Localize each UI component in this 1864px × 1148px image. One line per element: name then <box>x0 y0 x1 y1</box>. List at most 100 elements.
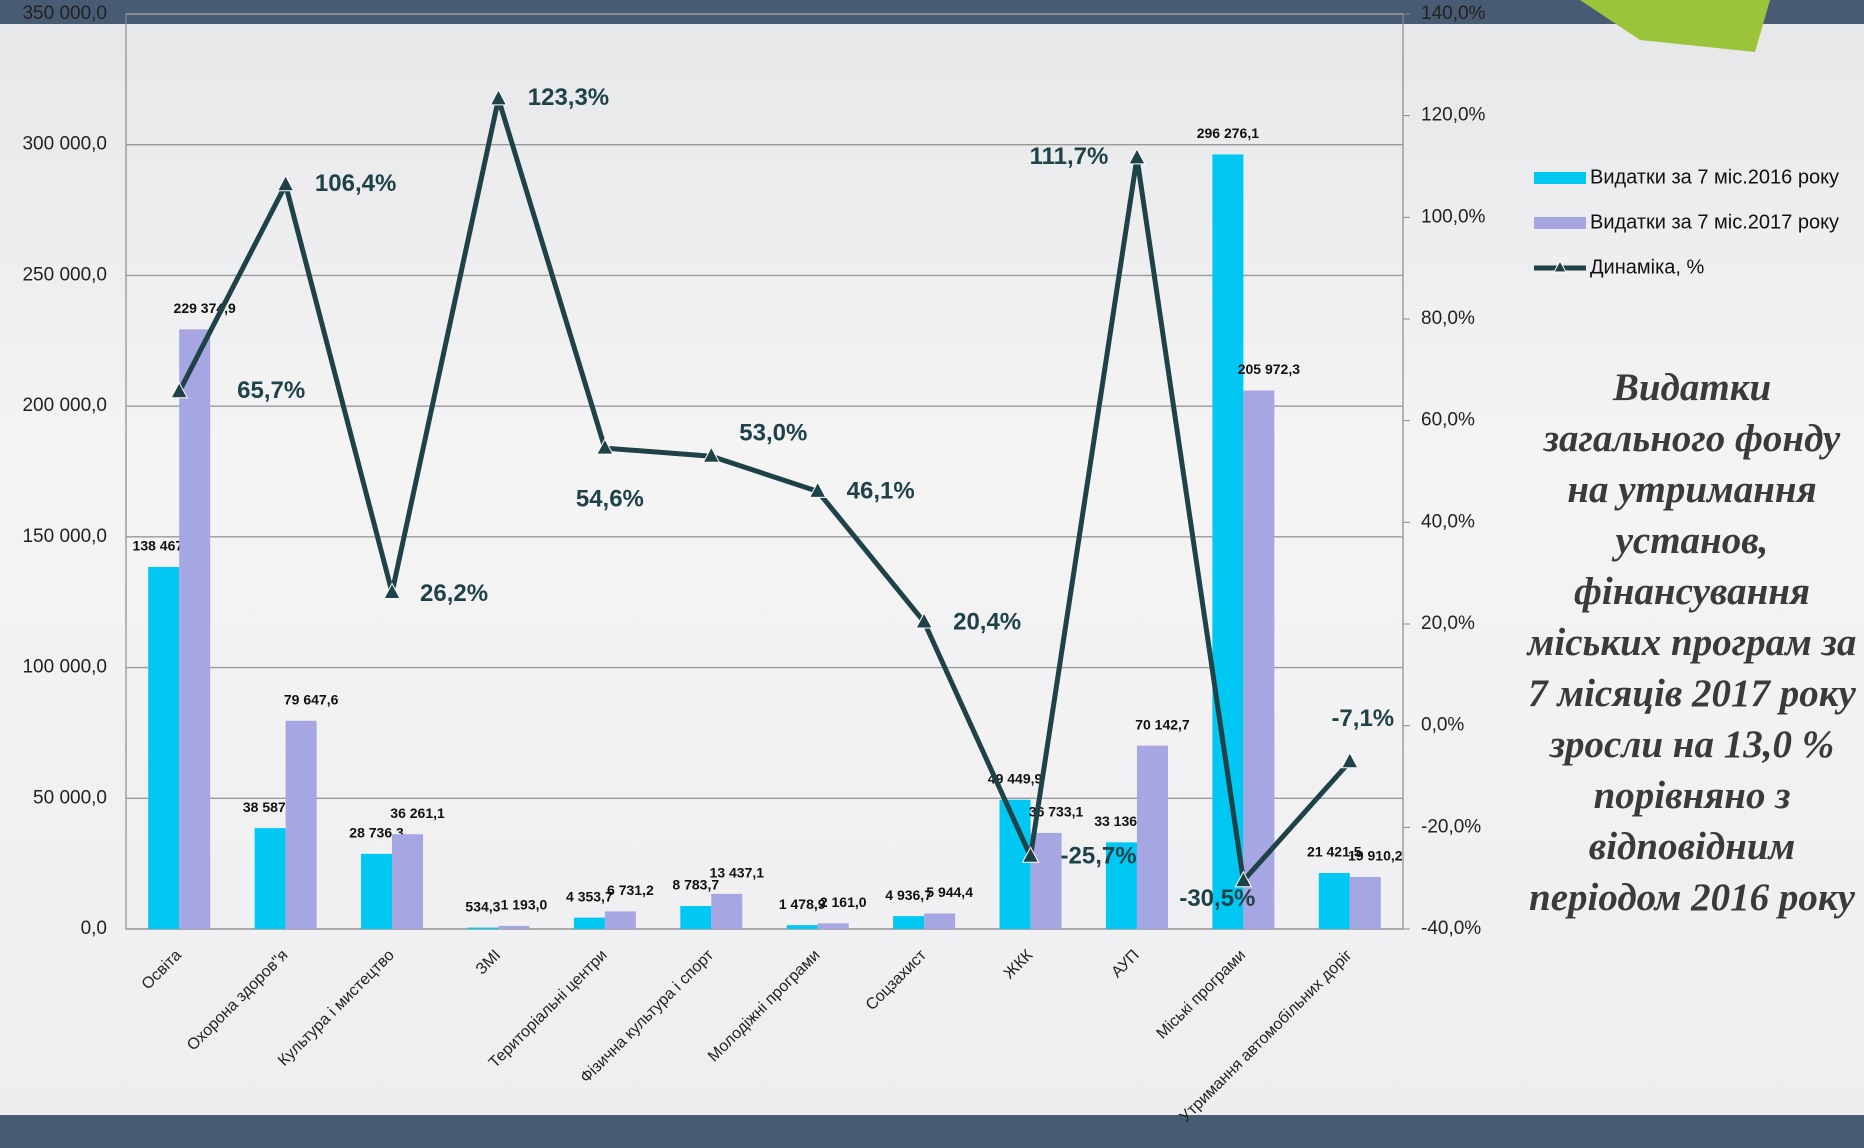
line-marker <box>170 381 189 399</box>
y-tick-label: 300 000,0 <box>22 134 107 155</box>
x-tick-label: Утримання автомобільних доріг <box>1177 947 1356 1126</box>
line-marker <box>596 438 614 455</box>
bar-value-label: 49 449,9 <box>988 770 1043 786</box>
bar-value-label: 1 478,9 <box>779 896 826 912</box>
line-marker <box>1234 870 1253 888</box>
top-bar <box>0 0 1864 24</box>
bar-value-label: 28 736,3 <box>349 825 404 841</box>
y2-tick-label: 20,0% <box>1421 613 1475 634</box>
y2-tick-label: 100,0% <box>1421 206 1486 227</box>
decor <box>1580 0 1770 52</box>
line-marker <box>276 174 295 192</box>
bar <box>285 720 317 929</box>
bar-value-label: 4 936,7 <box>885 887 932 903</box>
y2-tick-label: -20,0% <box>1421 816 1481 837</box>
line-value-label: 26,2% <box>420 580 488 607</box>
x-tick-label: Соцзахист <box>863 946 931 1014</box>
bar-value-label: 38 587,7 <box>243 799 298 815</box>
line-value-label: 53,0% <box>739 420 807 447</box>
y-tick-label: 50 000,0 <box>33 787 107 808</box>
bar <box>1136 745 1168 929</box>
bar <box>924 913 956 929</box>
bar-value-label: 36 733,1 <box>1029 804 1084 820</box>
line-marker <box>808 481 827 498</box>
legend-label: Видатки за 7 міс.2017 року <box>1590 211 1839 233</box>
legend-swatch <box>1534 217 1586 229</box>
bar-value-label: 5 944,4 <box>926 884 973 900</box>
bar-value-label: 205 972,3 <box>1238 361 1300 377</box>
line-value-label: 123,3% <box>528 84 609 111</box>
x-tick-label: АУП <box>1108 947 1142 981</box>
bar-value-label: 33 136,7 <box>1094 813 1149 829</box>
bar-value-label: 296 276,1 <box>1197 125 1259 141</box>
bar-value-label: 21 421,5 <box>1307 844 1362 860</box>
line-marker <box>915 611 933 629</box>
bar <box>392 834 424 929</box>
bar-value-label: 2 161,0 <box>820 894 867 910</box>
line-value-label: 65,7% <box>237 377 305 404</box>
line-marker <box>1340 751 1359 769</box>
bar <box>786 925 818 929</box>
bar <box>1243 390 1275 930</box>
bar <box>711 893 743 929</box>
bar <box>467 927 499 929</box>
line-marker <box>489 88 508 106</box>
bar-value-label: 70 142,7 <box>1135 716 1190 732</box>
y-tick-label: 350 000,0 <box>22 3 107 24</box>
bar <box>179 329 211 929</box>
annotation: Видатки загального фонду на утримання ус… <box>1527 366 1857 919</box>
x-tick-label: Міські програми <box>1154 947 1250 1043</box>
bar-value-label: 6 731,2 <box>607 882 654 898</box>
bar <box>680 906 712 929</box>
bar <box>254 828 286 929</box>
bar-value-label: 534,3 <box>465 898 500 914</box>
line-value-label: 20,4% <box>953 608 1021 635</box>
bar <box>1349 876 1381 929</box>
legend-swatch <box>1534 172 1586 184</box>
y2-tick-label: 120,0% <box>1421 105 1486 126</box>
legend-label: Динаміка, % <box>1590 256 1705 278</box>
bar <box>148 567 180 929</box>
x-tick-label: Освіта <box>139 947 185 993</box>
line-value-label: 46,1% <box>847 478 915 505</box>
line-marker <box>1128 147 1146 165</box>
x-tick-label: ЗМІ <box>473 947 504 978</box>
line-value-label: 54,6% <box>576 485 644 512</box>
bar <box>604 911 636 929</box>
bar <box>1318 872 1350 929</box>
bar-value-label: 19 910,2 <box>1348 848 1403 864</box>
x-tick-label: Культура і мистецтво <box>275 947 398 1070</box>
legend-label: Видатки за 7 міс.2016 року <box>1590 166 1839 188</box>
line-value-label: 106,4% <box>315 170 396 197</box>
line-marker <box>702 446 721 463</box>
y2-tick-label: 60,0% <box>1421 410 1475 431</box>
y2-tick-label: 40,0% <box>1421 511 1475 532</box>
bar <box>893 916 925 929</box>
y-tick-label: 0,0 <box>81 918 107 939</box>
bar-value-label: 4 353,7 <box>566 888 613 904</box>
y2-tick-label: 80,0% <box>1421 308 1475 329</box>
y2-tick-label: 140,0% <box>1421 3 1486 24</box>
legend-marker <box>1553 259 1567 273</box>
bar <box>1105 842 1137 929</box>
y2-tick-label: -40,0% <box>1421 918 1481 939</box>
bar-value-label: 1 193,0 <box>501 897 548 913</box>
bar-value-label: 79 647,6 <box>284 691 339 707</box>
x-tick-label: Охорона здоров"я <box>184 947 291 1054</box>
y-tick-label: 150 000,0 <box>22 526 107 547</box>
bar <box>817 923 849 929</box>
bar <box>573 917 605 929</box>
y2-tick-label: 0,0% <box>1421 715 1464 736</box>
bar-value-label: 36 261,1 <box>390 805 445 821</box>
bar <box>361 853 393 929</box>
line-value-label: -7,1% <box>1331 705 1394 732</box>
line-value-label: -25,7% <box>1061 843 1137 870</box>
y-tick-label: 200 000,0 <box>22 395 107 416</box>
line-value-label: 111,7% <box>1030 143 1109 170</box>
bottom-bar <box>0 1115 1864 1148</box>
line <box>176 96 1352 884</box>
bar-value-label: 13 437,1 <box>710 865 765 881</box>
line-value-label: -30,5% <box>1179 885 1255 912</box>
x-tick-label: Територіальні центри <box>486 947 611 1072</box>
